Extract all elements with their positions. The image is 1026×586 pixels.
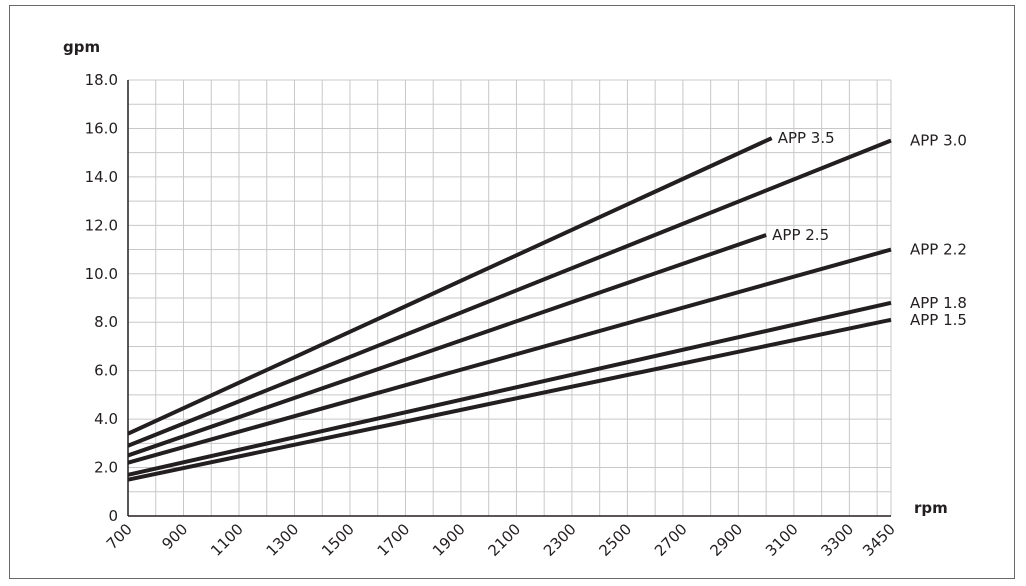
x-tick-label: 3100 [762, 520, 802, 560]
x-tick-label: 700 [103, 520, 136, 553]
series-label: APP 3.0 [910, 132, 967, 150]
y-tick-label: 6.0 [94, 362, 118, 380]
grid [128, 79, 892, 516]
y-tick-label: 2.0 [94, 459, 118, 477]
series-line [127, 247, 892, 465]
series-line [127, 138, 892, 448]
chart-frame: 0 2.0 4.0 6.0 8.0 10.0 12.0 14.0 16.0 18.0 700 900… [9, 5, 1015, 579]
y-tick-label: 4.0 [94, 410, 118, 428]
x-tick-label: 900 [158, 520, 191, 553]
axes [127, 80, 891, 517]
y-tick-label: 10.0 [85, 265, 118, 283]
series-lines [127, 136, 892, 482]
x-tick-label: 1500 [318, 520, 358, 560]
x-tick-label: 2900 [706, 520, 746, 560]
series-label: APP 1.8 [910, 294, 967, 312]
series-label: APP 3.5 [778, 129, 835, 147]
x-axis-title: rpm [914, 499, 948, 517]
x-tick-label: 3450 [859, 520, 899, 560]
x-tick-label: 1700 [374, 520, 414, 560]
x-tick-label: 1300 [263, 520, 303, 560]
x-tick-labels: 700 900 1100 1300 1500 1700 1900 2100 2300 2500 27… [103, 520, 899, 560]
y-tick-label: 16.0 [85, 119, 118, 137]
x-tick-label: 1900 [429, 520, 469, 560]
series-line [127, 300, 892, 477]
y-axis-title: gpm [63, 38, 100, 56]
y-tick-label: 12.0 [85, 216, 118, 234]
y-tick-label: 8.0 [94, 313, 118, 331]
y-tick-labels: 0 2.0 4.0 6.0 8.0 10.0 12.0 14.0 16.0 18.0 [85, 71, 118, 525]
series-line [127, 233, 767, 458]
series-label: APP 1.5 [910, 311, 967, 329]
x-tick-label: 2500 [596, 520, 636, 560]
series-label: APP 2.5 [772, 226, 829, 244]
x-tick-label: 3300 [817, 520, 857, 560]
x-tick-label: 2100 [485, 520, 525, 560]
x-tick-label: 2700 [651, 520, 691, 560]
series-label: APP 2.2 [910, 241, 967, 259]
series-line [127, 317, 892, 482]
y-tick-label: 14.0 [85, 168, 118, 186]
series-line [127, 136, 773, 436]
line-chart: 0 2.0 4.0 6.0 8.0 10.0 12.0 14.0 16.0 18.0 700 900… [63, 38, 967, 560]
x-tick-label: 2300 [540, 520, 580, 560]
x-tick-label: 1100 [207, 520, 247, 560]
y-tick-label: 0 [108, 507, 118, 525]
y-tick-label: 18.0 [85, 71, 118, 89]
